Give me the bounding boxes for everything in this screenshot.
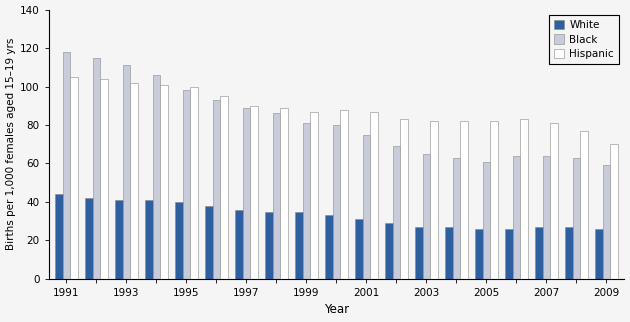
- Bar: [160, 85, 168, 279]
- Y-axis label: Births per 1,000 females aged 15–19 yrs: Births per 1,000 females aged 15–19 yrs: [6, 38, 16, 251]
- Bar: [130, 83, 138, 279]
- Bar: [190, 87, 198, 279]
- Bar: [220, 96, 227, 279]
- Bar: [146, 200, 152, 279]
- Bar: [265, 212, 273, 279]
- Bar: [183, 90, 190, 279]
- Bar: [430, 121, 438, 279]
- Bar: [55, 194, 63, 279]
- Bar: [603, 166, 610, 279]
- Bar: [475, 229, 483, 279]
- Bar: [505, 229, 513, 279]
- Bar: [152, 75, 160, 279]
- Bar: [243, 108, 250, 279]
- Bar: [513, 156, 520, 279]
- Bar: [363, 135, 370, 279]
- Bar: [280, 108, 288, 279]
- Bar: [400, 119, 408, 279]
- Bar: [93, 58, 100, 279]
- Bar: [325, 215, 333, 279]
- Bar: [175, 202, 183, 279]
- Bar: [303, 123, 310, 279]
- Bar: [610, 144, 617, 279]
- Bar: [310, 111, 318, 279]
- Bar: [235, 210, 243, 279]
- Bar: [123, 65, 130, 279]
- Bar: [205, 206, 213, 279]
- Bar: [71, 77, 77, 279]
- Legend: White, Black, Hispanic: White, Black, Hispanic: [549, 15, 619, 64]
- Bar: [273, 113, 280, 279]
- Bar: [565, 227, 573, 279]
- Bar: [595, 229, 603, 279]
- Bar: [115, 200, 123, 279]
- Bar: [490, 121, 498, 279]
- Bar: [355, 219, 363, 279]
- Bar: [100, 79, 108, 279]
- Bar: [423, 154, 430, 279]
- Bar: [483, 162, 490, 279]
- Bar: [85, 198, 93, 279]
- Bar: [536, 227, 542, 279]
- Bar: [340, 109, 348, 279]
- X-axis label: Year: Year: [324, 303, 349, 317]
- Bar: [460, 121, 467, 279]
- Bar: [333, 125, 340, 279]
- Bar: [295, 212, 303, 279]
- Bar: [520, 119, 528, 279]
- Bar: [392, 146, 400, 279]
- Bar: [542, 156, 550, 279]
- Bar: [573, 158, 580, 279]
- Bar: [550, 123, 558, 279]
- Bar: [580, 131, 588, 279]
- Bar: [250, 106, 258, 279]
- Bar: [385, 223, 392, 279]
- Bar: [63, 52, 71, 279]
- Bar: [415, 227, 423, 279]
- Bar: [445, 227, 453, 279]
- Bar: [213, 100, 220, 279]
- Bar: [453, 158, 460, 279]
- Bar: [370, 111, 378, 279]
